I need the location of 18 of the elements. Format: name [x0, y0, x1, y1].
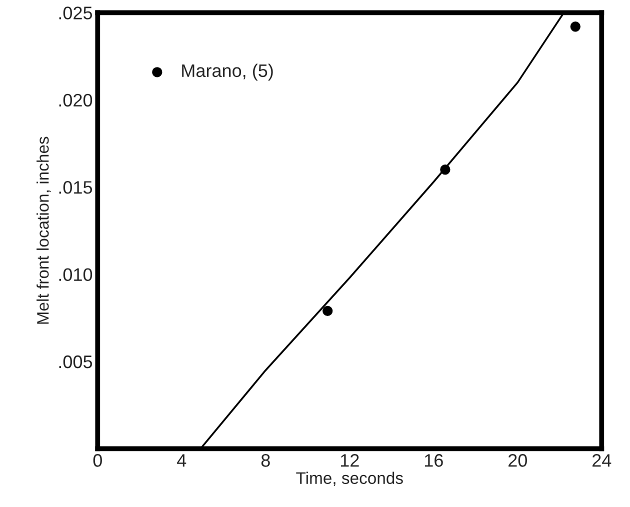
y-tick-label: .020: [59, 94, 92, 107]
x-tick-label: 20: [508, 454, 527, 467]
x-tick-label: 24: [592, 454, 612, 467]
x-tick-label: 16: [424, 454, 443, 467]
point: [570, 22, 580, 32]
x-tick-label: 4: [177, 454, 186, 467]
y-tick-label: .010: [59, 268, 92, 282]
y-tick-label: .015: [59, 181, 92, 194]
x-tick-label: 0: [93, 454, 102, 467]
y-axis-title: Melt front location, inches: [36, 136, 51, 324]
y-tick-label: .005: [59, 355, 92, 368]
point: [440, 164, 450, 175]
x-tick-label: 12: [340, 454, 359, 467]
legend-label: Marano, (5): [182, 64, 273, 81]
x-tick-label: 8: [261, 454, 270, 467]
x-axis-title: Time, seconds: [296, 472, 403, 486]
y-tick-label: .025: [59, 6, 92, 20]
point: [322, 306, 333, 316]
